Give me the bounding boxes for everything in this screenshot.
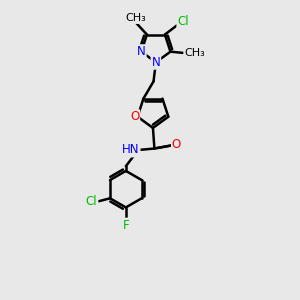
Text: HN: HN: [122, 143, 140, 157]
Text: F: F: [122, 219, 129, 232]
Text: O: O: [172, 138, 181, 151]
Text: CH₃: CH₃: [126, 13, 146, 23]
Text: CH₃: CH₃: [184, 48, 205, 58]
Text: Cl: Cl: [86, 195, 97, 208]
Text: Cl: Cl: [177, 15, 189, 28]
Text: N: N: [137, 45, 146, 58]
Text: N: N: [152, 56, 160, 69]
Text: O: O: [130, 110, 139, 123]
